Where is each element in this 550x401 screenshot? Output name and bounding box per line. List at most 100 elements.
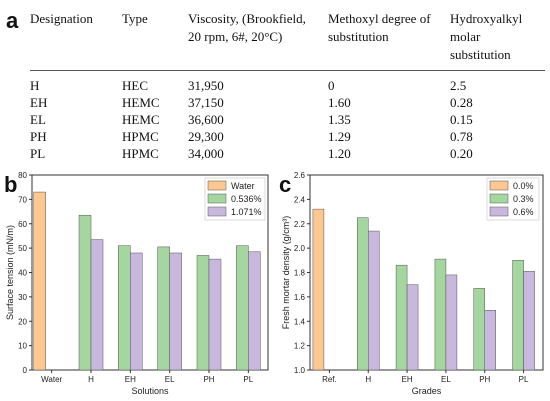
- table-cell: PH: [30, 128, 122, 145]
- bar: [34, 192, 46, 370]
- table-cell: 0.28: [450, 94, 545, 111]
- y-tick-label: 2.4: [294, 195, 306, 204]
- bar: [236, 246, 248, 370]
- header-type: Type: [122, 10, 188, 71]
- table-cell: 0.20: [450, 145, 545, 162]
- bar: [197, 255, 209, 370]
- table-row: PL HPMC 34,000 1.20 0.20: [30, 145, 545, 162]
- table-cell: PL: [30, 145, 122, 162]
- bar: [524, 271, 535, 370]
- surface-tension-chart: 0 10 20 30 40 50 60 70 80 Water H EH EL PH PL Solutions…: [0, 171, 275, 401]
- table-cell: 31,950: [188, 71, 328, 95]
- table-cell: 2.5: [450, 71, 545, 95]
- panel-label-a: a: [6, 8, 18, 34]
- bar: [209, 259, 221, 370]
- x-tick-label: Ref.: [322, 375, 337, 384]
- y-tick-label: 1.6: [294, 293, 306, 302]
- bar: [396, 265, 407, 370]
- legend-swatch: [208, 207, 226, 216]
- table-cell: 1.60: [328, 94, 450, 111]
- legend-swatch: [490, 181, 508, 190]
- table-row: PH HPMC 29,300 1.29 0.78: [30, 128, 545, 145]
- legend-entry: 0.3%: [513, 194, 534, 204]
- bar: [474, 288, 485, 370]
- legend-entry: 0.0%: [513, 181, 534, 191]
- y-tick-label: 40: [18, 269, 27, 278]
- bar: [368, 231, 379, 370]
- y-tick-label: 2.2: [294, 220, 306, 229]
- table-cell: 0: [328, 71, 450, 95]
- bar: [485, 310, 496, 370]
- x-tick-label: PL: [519, 375, 529, 384]
- table-cell: H: [30, 71, 122, 95]
- bar: [407, 285, 418, 370]
- y-tick-label: 1.0: [294, 366, 306, 375]
- y-axis-label: Fresh mortar density (g/cm³): [281, 216, 291, 330]
- legend-swatch: [208, 194, 226, 203]
- table-cell: HPMC: [122, 145, 188, 162]
- table-cell: HEMC: [122, 94, 188, 111]
- table-row: H HEC 31,950 0 2.5: [30, 71, 545, 95]
- y-tick-label: 60: [18, 220, 27, 229]
- y-tick-label: 1.8: [294, 269, 306, 278]
- table-cell: 0.15: [450, 111, 545, 128]
- table-row: EH HEMC 37,150 1.60 0.28: [30, 94, 545, 111]
- bar: [435, 259, 446, 370]
- bar: [158, 247, 170, 370]
- x-tick-label: EL: [441, 375, 451, 384]
- y-tick-label: 80: [18, 171, 27, 180]
- legend-entry: 0.536%: [231, 194, 262, 204]
- table-cell: 1.20: [328, 145, 450, 162]
- legend-entry: Water: [231, 181, 255, 191]
- y-axis-label: Surface tension (mN/m): [5, 225, 15, 320]
- y-tick-label: 10: [18, 342, 27, 351]
- y-tick-label: 1.4: [294, 317, 306, 326]
- legend-swatch: [490, 194, 508, 203]
- bar: [79, 215, 91, 370]
- x-axis-label: Grades: [412, 386, 442, 396]
- table-cell: 36,600: [188, 111, 328, 128]
- x-tick-label: EH: [402, 375, 413, 384]
- header-hydroxyalkyl: Hydroxyalkyl molar substitution: [450, 10, 545, 71]
- header-designation: Designation: [30, 10, 122, 71]
- legend-entry: 0.6%: [513, 207, 534, 217]
- x-tick-label: EH: [125, 375, 136, 384]
- table-header-row: Designation Type Viscosity, (Brookfield,…: [30, 10, 545, 71]
- bar: [513, 260, 524, 370]
- legend-swatch: [490, 207, 508, 216]
- x-tick-label: PL: [243, 375, 253, 384]
- x-tick-label: PH: [203, 375, 214, 384]
- header-viscosity: Viscosity, (Brookfield, 20 rpm, 6#, 20°C…: [188, 10, 328, 71]
- table-cell: 1.29: [328, 128, 450, 145]
- table-cell: 34,000: [188, 145, 328, 162]
- table-cell: HEC: [122, 71, 188, 95]
- legend-swatch: [208, 181, 226, 190]
- bar: [170, 253, 182, 370]
- bar: [248, 252, 260, 370]
- table-cell: EH: [30, 94, 122, 111]
- table-cell: EL: [30, 111, 122, 128]
- table-cell: HPMC: [122, 128, 188, 145]
- y-tick-label: 30: [18, 293, 27, 302]
- table-cell: 1.35: [328, 111, 450, 128]
- y-tick-label: 50: [18, 244, 27, 253]
- table-cell: 29,300: [188, 128, 328, 145]
- bar: [446, 275, 457, 370]
- y-tick-label: 0: [23, 366, 28, 375]
- table-cell: 0.78: [450, 128, 545, 145]
- x-axis-label: Solutions: [131, 386, 169, 396]
- y-tick-label: 70: [18, 195, 27, 204]
- properties-table: Designation Type Viscosity, (Brookfield,…: [30, 10, 545, 162]
- mortar-density-chart: 1.01.21.41.61.82.02.22.42.6Ref. H EH EL PH PL…: [275, 171, 550, 401]
- x-tick-label: EL: [165, 375, 175, 384]
- x-tick-label: PH: [479, 375, 490, 384]
- bar: [313, 209, 324, 370]
- x-tick-label: H: [365, 375, 371, 384]
- y-tick-label: 20: [18, 317, 27, 326]
- table-cell: 37,150: [188, 94, 328, 111]
- bar: [91, 240, 103, 370]
- legend-entry: 1.071%: [231, 207, 262, 217]
- bar: [130, 253, 142, 370]
- y-tick-label: 2.6: [294, 171, 306, 180]
- bar: [118, 246, 130, 370]
